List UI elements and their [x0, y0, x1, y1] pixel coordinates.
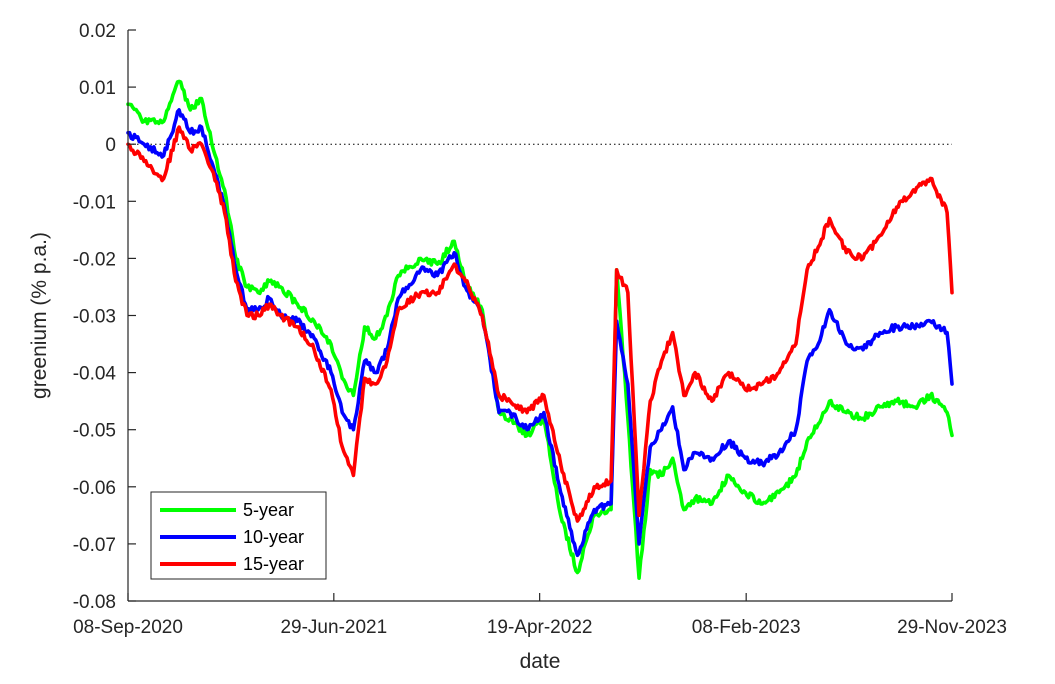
- legend: 5-year 10-year 15-year: [150, 491, 327, 580]
- y-tick-label: 0.02: [79, 21, 116, 42]
- x-tick-label: 29-Nov-2023: [897, 617, 1007, 638]
- x-tick-label: 19-Apr-2022: [487, 617, 593, 638]
- legend-label-10-year: 10-year: [243, 527, 304, 547]
- y-tick-label: 0: [105, 135, 116, 156]
- y-tick-label: -0.06: [73, 478, 116, 499]
- series-line-10-year: [126, 108, 954, 558]
- y-tick-label: 0.01: [79, 78, 116, 99]
- x-axis-label: date: [520, 650, 561, 673]
- x-tick-label: 08-Sep-2020: [73, 617, 183, 638]
- y-axis-label: greenium (% p.a.): [28, 232, 51, 399]
- y-tick-label: -0.05: [73, 421, 116, 442]
- y-tick-label: -0.08: [73, 592, 116, 613]
- y-tick-label: -0.01: [73, 192, 116, 213]
- legend-label-5-year: 5-year: [243, 500, 294, 520]
- axes: 0.02 0.01 0 -0.01 -0.02 -0.03 -0.04 -0.05 -0.06 -…: [73, 21, 1007, 638]
- legend-label-15-year: 15-year: [243, 554, 304, 574]
- x-tick-label: 29-Jun-2021: [280, 617, 387, 638]
- y-tick-label: -0.07: [73, 535, 116, 556]
- x-tick-label: 08-Feb-2023: [692, 617, 801, 638]
- series-line-15-year: [126, 125, 954, 523]
- y-tick-label: -0.04: [73, 364, 117, 385]
- y-tick-label: -0.02: [73, 249, 116, 270]
- y-tick-label: -0.03: [73, 307, 116, 328]
- plot-area: [126, 79, 954, 580]
